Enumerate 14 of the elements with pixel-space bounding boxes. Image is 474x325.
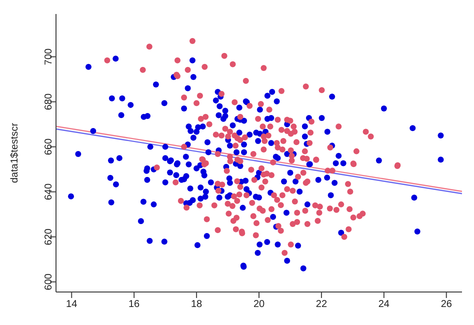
- x-tick-label: 20: [253, 299, 265, 310]
- y-tick-label: 700: [44, 48, 55, 66]
- x-tick-label: 24: [378, 299, 390, 310]
- x-tick-label: 22: [316, 299, 328, 310]
- y-tick-label: 680: [44, 93, 55, 110]
- y-axis-title: data1$testscr: [10, 122, 21, 184]
- x-tick-label: 14: [66, 299, 78, 310]
- y-tick-label: 600: [44, 273, 55, 290]
- y-tick-label: 620: [44, 228, 55, 246]
- y-tick-label: 640: [44, 183, 55, 200]
- x-tick-label: 18: [190, 299, 203, 310]
- x-tick-label: 26: [440, 299, 452, 310]
- x-tick-label: 16: [128, 299, 140, 310]
- y-tick-label: 660: [44, 138, 55, 156]
